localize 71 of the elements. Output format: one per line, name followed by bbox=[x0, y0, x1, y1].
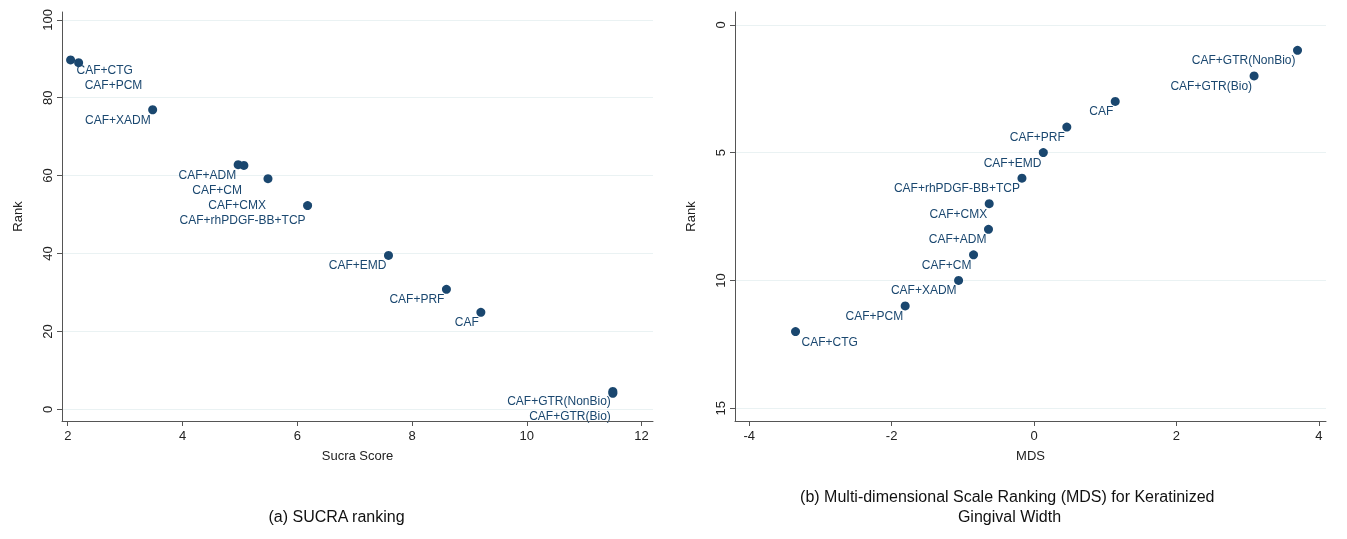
point bbox=[383, 250, 393, 260]
point bbox=[239, 160, 249, 170]
x-tick-label: 10 bbox=[519, 428, 534, 443]
point bbox=[441, 284, 451, 294]
annotation: CAF+rhPDGF-BB+TCP bbox=[179, 212, 306, 227]
annotation: CAF+GTR(Bio) bbox=[1170, 78, 1253, 93]
point bbox=[263, 174, 273, 184]
x-tick-label: -4 bbox=[743, 428, 756, 443]
y-tick-label: 15 bbox=[713, 400, 728, 416]
point bbox=[66, 55, 76, 65]
point bbox=[148, 105, 158, 115]
annotation: CAF+PCM bbox=[84, 77, 143, 92]
annotation: CAF+PRF bbox=[1009, 130, 1065, 145]
point bbox=[476, 307, 486, 317]
annotation: CAF+CM bbox=[921, 257, 972, 272]
annotation: CAF+EMD bbox=[328, 258, 387, 273]
point bbox=[791, 327, 801, 337]
y-tick-label: 0 bbox=[713, 21, 728, 29]
x-tick-label: 2 bbox=[1172, 428, 1181, 443]
point bbox=[1293, 45, 1303, 55]
y-tick-label: 0 bbox=[40, 405, 55, 413]
annotation: CAF+GTR(Bio) bbox=[529, 409, 611, 424]
y-axis-title: Rank bbox=[683, 200, 698, 232]
x-tick-label: 6 bbox=[293, 428, 301, 443]
x-tick-label: 4 bbox=[1315, 428, 1323, 443]
point bbox=[984, 199, 994, 209]
annotation: CAF+EMD bbox=[983, 155, 1042, 170]
annotation: CAF+CTG bbox=[76, 62, 133, 77]
text: (a) SUCRA ranking bbox=[268, 507, 405, 525]
annotation: CAF+rhPDGF-BB+TCP bbox=[893, 181, 1020, 196]
y-tick-label: 40 bbox=[40, 246, 55, 261]
point bbox=[969, 250, 979, 260]
x-tick-label: -2 bbox=[885, 428, 898, 443]
x-tick-label: 12 bbox=[634, 428, 649, 443]
annotation: CAF+XADM bbox=[84, 112, 151, 127]
annotation: CAF+CMX bbox=[208, 197, 266, 212]
x-axis-title: Sucra Score bbox=[321, 448, 394, 463]
annotation: CAF+PCM bbox=[845, 308, 904, 323]
point bbox=[900, 301, 910, 311]
y-tick-label: 10 bbox=[713, 273, 728, 288]
annotation: CAF+ADM bbox=[928, 232, 987, 247]
x-tick-label: 8 bbox=[408, 428, 416, 443]
text: (b) Multi-dimensional Scale Ranking (MDS) for Keratinized Gingival Width bbox=[800, 487, 1219, 525]
annotation: CAF+GTR(NonBio) bbox=[1191, 53, 1296, 68]
annotation: CAF+GTR(NonBio) bbox=[507, 394, 611, 409]
y-tick-label: 100 bbox=[40, 8, 55, 31]
annotation: CAF+XADM bbox=[890, 283, 957, 298]
annotation: CAF+CTG bbox=[801, 334, 858, 349]
point bbox=[984, 224, 993, 234]
y-tick-label: 20 bbox=[40, 324, 55, 339]
annotation: CAF bbox=[454, 315, 479, 330]
point bbox=[1062, 122, 1072, 132]
annotation: CAF+CMX bbox=[929, 206, 988, 221]
x-tick-label: 4 bbox=[178, 428, 187, 443]
y-tick-label: 80 bbox=[40, 90, 55, 105]
point bbox=[1038, 148, 1048, 158]
x-axis-title: MDS bbox=[1016, 448, 1046, 463]
y-tick-label: 60 bbox=[40, 168, 55, 183]
point bbox=[1017, 173, 1027, 183]
annotation: CAF+ADM bbox=[178, 167, 237, 182]
annotation: CAF+PRF bbox=[389, 292, 445, 307]
y-tick-label: 5 bbox=[713, 148, 728, 157]
x-tick-label: 0 bbox=[1030, 428, 1038, 443]
point bbox=[1249, 71, 1259, 81]
y-axis-title: Rank bbox=[10, 200, 25, 232]
x-tick-label: 2 bbox=[64, 428, 72, 443]
point bbox=[303, 201, 313, 211]
annotation: CAF+CM bbox=[192, 182, 242, 197]
point bbox=[1110, 96, 1120, 106]
annotation: CAF bbox=[1089, 104, 1114, 119]
point bbox=[954, 275, 964, 285]
